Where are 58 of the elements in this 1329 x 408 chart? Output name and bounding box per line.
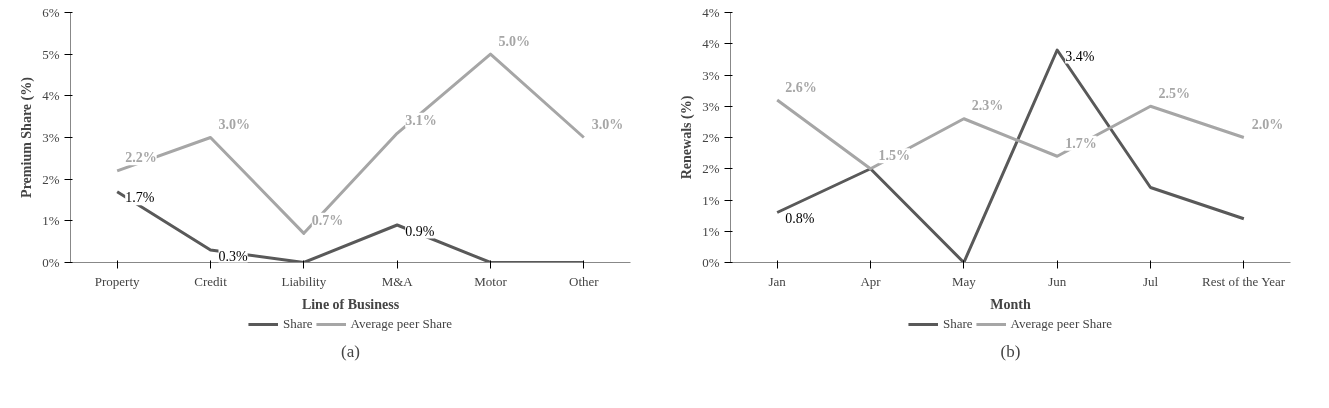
data-label: 0.3% — [218, 248, 248, 264]
y-axis-title: Renewals (%) — [679, 95, 696, 180]
x-axis-title: Line of Business — [301, 296, 400, 312]
x-tick-label: Property — [94, 273, 141, 289]
data-label: 1.7% — [125, 190, 155, 206]
x-tick-label: M&A — [381, 273, 414, 289]
data-label: 2.2% — [125, 150, 157, 166]
line-series — [775, 98, 1246, 171]
x-tick-label: Jan — [768, 273, 787, 289]
x-tick-label: Liability — [281, 273, 327, 289]
y-tick-label: 2% — [702, 161, 720, 177]
x-tick-label: Jul — [1142, 273, 1159, 289]
data-label: 2.5% — [1158, 85, 1190, 101]
x-tick-label: May — [951, 273, 977, 289]
data-label: 1.7% — [1065, 135, 1097, 151]
x-tick-label: Rest of the Year — [1202, 273, 1286, 289]
y-tick-label: 3% — [42, 130, 60, 145]
y-tick-label: 5% — [42, 46, 60, 62]
y-tick-label: 2% — [42, 171, 60, 187]
y-tick-label: 4% — [42, 88, 60, 104]
y-tick-label: 0% — [42, 255, 60, 270]
y-tick-label: 6% — [42, 5, 60, 20]
x-tick-label: Apr — [860, 273, 882, 289]
data-label: 3.0% — [218, 117, 250, 132]
line-series — [775, 48, 1246, 263]
y-tick-label: 2% — [702, 130, 720, 145]
y-tick-label: 1% — [702, 192, 720, 208]
data-label: 3.0% — [591, 117, 624, 132]
data-label: 5.0% — [498, 33, 530, 49]
legend-label: Average peer Share — [350, 316, 453, 332]
y-tick-label: 4% — [702, 36, 720, 52]
data-label: 0.8% — [785, 211, 815, 226]
data-label: 0.7% — [311, 212, 344, 228]
y-tick-label: 3% — [702, 67, 720, 83]
data-label: 3.1% — [405, 112, 437, 128]
x-tick-label: Other — [569, 273, 600, 289]
x-tick-label: Motor — [474, 273, 508, 289]
x-tick-label: Credit — [194, 273, 228, 289]
x-tick-label: Jun — [1048, 273, 1067, 289]
line-series — [115, 52, 586, 235]
legend-label: Share — [282, 316, 313, 332]
y-tick-label: 0% — [702, 255, 720, 270]
legend-label: Share — [942, 316, 973, 332]
data-label: 3.4% — [1065, 48, 1095, 64]
y-tick-label: 4% — [702, 5, 720, 20]
legend-label: Average peer Share — [1010, 316, 1113, 332]
data-label: 2.6% — [785, 79, 817, 95]
data-label: 2.3% — [971, 98, 1004, 114]
y-tick-label: 1% — [42, 213, 60, 229]
data-label: 2.0% — [1251, 117, 1284, 132]
data-label: 0.9% — [405, 223, 435, 239]
text: (b) — [1000, 341, 1021, 361]
data-label: 1.5% — [878, 148, 910, 164]
y-axis-title: Premium Share (%) — [19, 76, 36, 198]
text: (a) — [341, 341, 360, 361]
x-axis-title: Month — [990, 296, 1031, 312]
y-tick-label: 3% — [702, 98, 720, 114]
y-tick-label: 1% — [702, 223, 720, 239]
